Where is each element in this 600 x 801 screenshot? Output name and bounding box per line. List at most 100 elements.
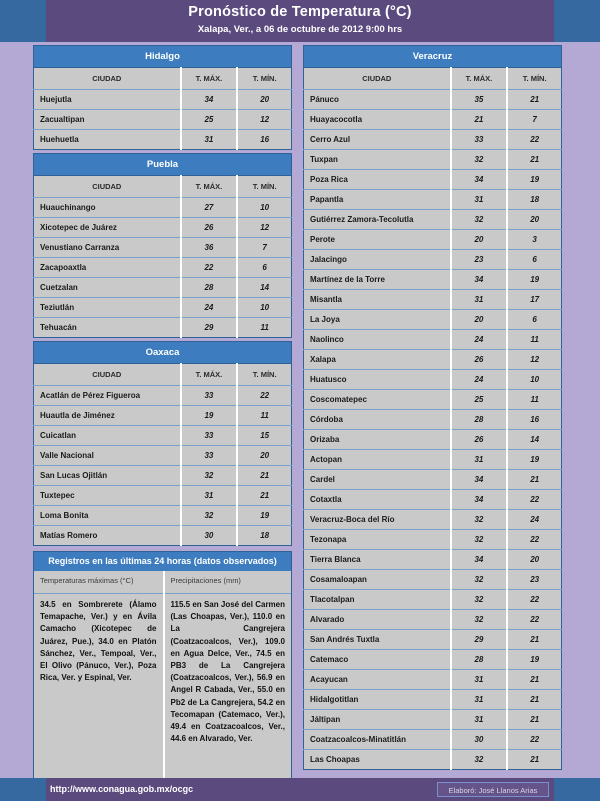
temp-min-value: 10 — [237, 297, 292, 318]
city-name: Zacualtipan — [33, 109, 182, 130]
city-name: Tezonapa — [303, 529, 452, 550]
temp-max-value: 28 — [450, 649, 509, 670]
column-header-row: CIUDAD T. MÁX. T. MÍN. — [33, 67, 292, 90]
city-name: Orizaba — [303, 429, 452, 450]
temp-min-value: 14 — [507, 429, 562, 450]
temp-max-value: 34 — [450, 269, 509, 290]
table-row: Acatlán de Pérez Figueroa 33 22 — [33, 385, 292, 406]
temp-max-value: 30 — [180, 525, 239, 546]
table-row: Papantla 31 18 — [303, 189, 562, 210]
table-row: Valle Nacional 33 20 — [33, 445, 292, 466]
temp-min-value: 20 — [237, 89, 292, 110]
temp-min-value: 21 — [507, 689, 562, 710]
column-header-tmax: T. MÁX. — [450, 67, 509, 90]
table-row: Cuicatlan 33 15 — [33, 425, 292, 446]
page-subtitle: Xalapa, Ver., a 06 de octubre de 2012 9:… — [197, 24, 403, 35]
temp-min-value: 19 — [507, 649, 562, 670]
state-name: Oaxaca — [33, 341, 292, 364]
city-name: Cosamaloapan — [303, 569, 452, 590]
temp-min-value: 22 — [507, 489, 562, 510]
city-name: San Andrés Tuxtla — [303, 629, 452, 650]
city-name: Martínez de la Torre — [303, 269, 452, 290]
temp-max-value: 33 — [180, 385, 239, 406]
temp-max-value: 28 — [450, 409, 509, 430]
temp-max-value: 31 — [450, 289, 509, 310]
city-name: Jáltipan — [303, 709, 452, 730]
city-name: Misantla — [303, 289, 452, 310]
table-row: Naolinco 24 11 — [303, 329, 562, 350]
city-name: Venustiano Carranza — [33, 237, 182, 258]
table-row: Huautla de Jiménez 19 11 — [33, 405, 292, 426]
header-corner-right — [554, 0, 600, 42]
table-row: Tezonapa 32 22 — [303, 529, 562, 550]
temp-max-value: 32 — [180, 465, 239, 486]
column-header-city: CIUDAD — [303, 67, 452, 90]
temp-min-value: 21 — [507, 669, 562, 690]
temp-min-value: 23 — [507, 569, 562, 590]
table-row: Córdoba 28 16 — [303, 409, 562, 430]
registros-precip-column: Precipitaciones (mm) 115.5 en San José d… — [162, 571, 291, 795]
temp-max-value: 32 — [450, 509, 509, 530]
state-header-row: Veracruz — [303, 45, 562, 68]
city-name: Veracruz-Boca del Río — [303, 509, 452, 530]
table-row: Huatusco 24 10 — [303, 369, 562, 390]
temp-min-value: 3 — [507, 229, 562, 250]
table-row: La Joya 20 6 — [303, 309, 562, 330]
column-header-row: CIUDAD T. MÁX. T. MÍN. — [33, 175, 292, 198]
temp-min-value: 19 — [507, 169, 562, 190]
temp-min-value: 6 — [507, 249, 562, 270]
temp-max-value: 20 — [450, 229, 509, 250]
temp-min-value: 21 — [507, 149, 562, 170]
temp-min-value: 22 — [237, 385, 292, 406]
city-name: Coscomatepec — [303, 389, 452, 410]
temp-max-value: 33 — [180, 425, 239, 446]
temp-max-value: 20 — [450, 309, 509, 330]
registros-precip-subhead: Precipitaciones (mm) — [164, 571, 291, 594]
temp-min-value: 20 — [507, 209, 562, 230]
city-name: Acayucan — [303, 669, 452, 690]
city-name: Actopan — [303, 449, 452, 470]
header-band — [0, 0, 600, 42]
temp-max-value: 26 — [180, 217, 239, 238]
temp-max-value: 34 — [450, 469, 509, 490]
temp-min-value: 20 — [507, 549, 562, 570]
temp-min-value: 6 — [237, 257, 292, 278]
city-name: Huatusco — [303, 369, 452, 390]
footer-credit-badge: Elaboró: José Llanos Arias — [437, 782, 549, 797]
city-name: Alvarado — [303, 609, 452, 630]
header-corner-left — [0, 0, 46, 42]
left-column: Hidalgo CIUDAD T. MÁX. T. MÍN. Huejutla 34 20 Z… — [33, 45, 292, 796]
column-header-row: CIUDAD T. MÁX. T. MÍN. — [303, 67, 562, 90]
table-row: Cotaxtla 34 22 — [303, 489, 562, 510]
temp-min-value: 16 — [237, 129, 292, 150]
temp-max-value: 28 — [180, 277, 239, 298]
temp-max-value: 32 — [450, 569, 509, 590]
table-row: Alvarado 32 22 — [303, 609, 562, 630]
state-header-row: Puebla — [33, 153, 292, 176]
city-name: Jalacingo — [303, 249, 452, 270]
city-name: Huauchinango — [33, 197, 182, 218]
footer-url-link[interactable]: http://www.conagua.gob.mx/ocgc — [50, 784, 194, 794]
city-name: Cardel — [303, 469, 452, 490]
city-name: Tierra Blanca — [303, 549, 452, 570]
header-title-block: Pronóstico de Temperatura (°C) Xalapa, V… — [46, 0, 554, 42]
temp-max-value: 34 — [450, 489, 509, 510]
table-row: Las Choapas 32 21 — [303, 749, 562, 770]
temp-min-value: 7 — [507, 109, 562, 130]
temp-max-value: 24 — [450, 369, 509, 390]
temp-min-value: 21 — [237, 485, 292, 506]
temp-max-value: 22 — [180, 257, 239, 278]
table-row: Gutiérrez Zamora-Tecolutla 32 20 — [303, 209, 562, 230]
table-row: Misantla 31 17 — [303, 289, 562, 310]
temp-min-value: 21 — [237, 465, 292, 486]
temp-max-value: 31 — [180, 485, 239, 506]
table-row: Cerro Azul 33 22 — [303, 129, 562, 150]
city-name: Poza Rica — [303, 169, 452, 190]
footer-corner-right — [554, 778, 600, 801]
column-header-tmax: T. MÁX. — [180, 363, 239, 386]
city-name: Hidalgotitlan — [303, 689, 452, 710]
temp-min-value: 24 — [507, 509, 562, 530]
table-row: Catemaco 28 19 — [303, 649, 562, 670]
temp-max-value: 24 — [180, 297, 239, 318]
city-name: Matías Romero — [33, 525, 182, 546]
